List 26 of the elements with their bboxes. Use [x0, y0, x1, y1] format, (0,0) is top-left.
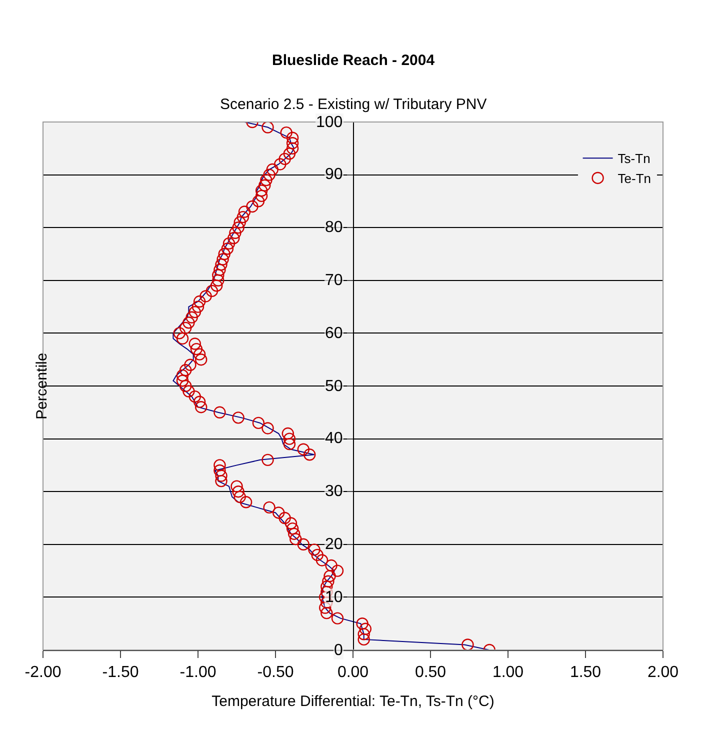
y-tick-label: 50 — [325, 378, 343, 395]
legend-label: Te-Tn — [618, 171, 652, 186]
y-tick-label: 20 — [325, 536, 343, 553]
y-tick-label: 100 — [316, 114, 343, 131]
y-tick-label: 10 — [325, 589, 343, 606]
y-tick-label: 70 — [325, 272, 343, 289]
x-tick-label: 0.50 — [414, 664, 446, 682]
y-tick-label: 0 — [334, 642, 343, 659]
y-tick-label: 30 — [325, 483, 343, 500]
legend-label: Ts-Tn — [618, 151, 650, 166]
x-tick-label: 2.00 — [647, 664, 679, 682]
y-tick-label: 40 — [325, 430, 343, 447]
x-tick-label: 1.00 — [492, 664, 524, 682]
y-tick-label: 90 — [325, 166, 343, 183]
y-axis-title: Percentile — [34, 352, 50, 420]
x-tick-label: 0.00 — [337, 664, 369, 682]
x-tick-label: -1.00 — [180, 664, 216, 682]
x-tick-label: -1.50 — [102, 664, 139, 682]
x-axis-title: Temperature Differential: Te-Tn, Ts-Tn (°C) — [212, 693, 494, 710]
x-tick-label: -2.00 — [24, 664, 62, 682]
chart-subtitle: Scenario 2.5 - Existing w/ Tributary PNV — [220, 96, 487, 113]
y-tick-label: 80 — [325, 219, 343, 236]
chart-title: Blueslide Reach - 2004 — [272, 52, 436, 69]
y-tick-label: 60 — [325, 325, 343, 342]
x-tick-label: 1.50 — [570, 664, 602, 682]
x-tick-label: -0.50 — [257, 664, 294, 682]
